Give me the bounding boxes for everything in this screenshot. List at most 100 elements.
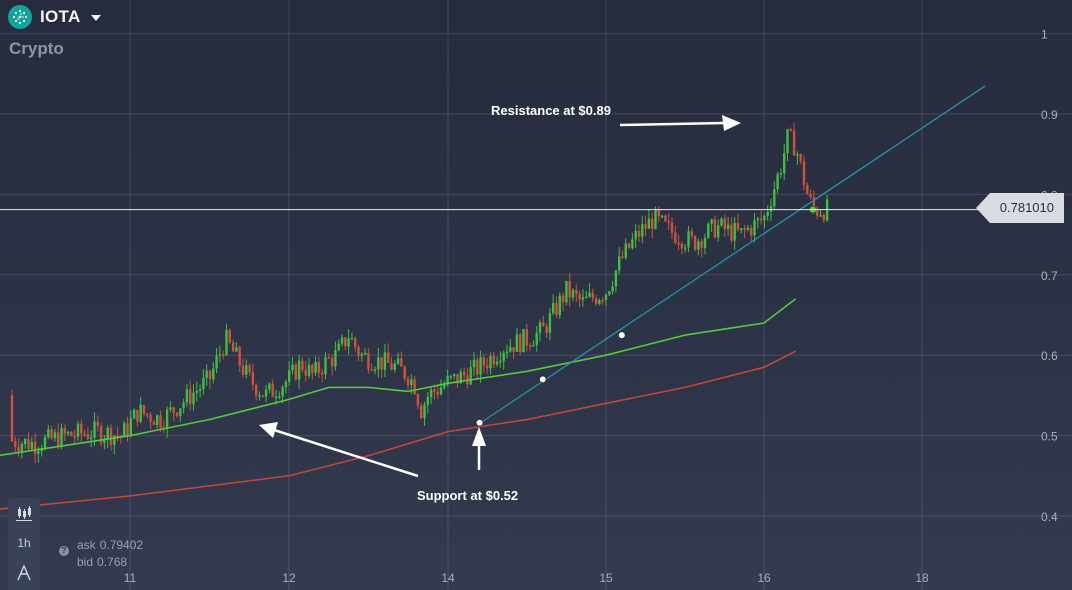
x-tick-label: 16 <box>757 571 771 585</box>
candle-body <box>618 256 621 271</box>
drawing-tools-button[interactable] <box>8 558 40 588</box>
candle-body <box>40 448 43 452</box>
candle-body <box>311 364 314 373</box>
chevron-down-icon[interactable] <box>90 15 101 21</box>
candle-body <box>693 236 697 250</box>
candle-body <box>212 368 215 380</box>
candle-body <box>608 291 611 295</box>
candle-body <box>621 256 624 258</box>
candle-body <box>314 362 317 373</box>
candle-body <box>142 404 146 414</box>
bid-value: 0.768 <box>97 555 128 569</box>
candle-body <box>70 431 73 437</box>
candle-body <box>288 370 291 382</box>
candle-body <box>215 355 218 369</box>
ask-label: ask <box>77 538 96 552</box>
candle-body <box>377 357 380 370</box>
candle-body <box>294 364 297 380</box>
candle-body <box>528 345 532 347</box>
trend-point <box>617 331 626 340</box>
candle-body <box>703 237 707 248</box>
x-tick-label: 18 <box>915 571 929 585</box>
candle-body <box>446 375 449 385</box>
candle-body <box>195 390 198 393</box>
candle-body <box>96 421 99 427</box>
candle-body <box>786 129 789 154</box>
candle-body <box>60 428 63 448</box>
candle-body <box>136 409 139 422</box>
candle-body <box>568 280 571 298</box>
candle-body <box>10 395 14 441</box>
candle-body <box>713 219 717 238</box>
candle-body <box>297 360 301 380</box>
candle-body <box>17 446 20 452</box>
candle-body <box>604 294 608 301</box>
candle-body <box>707 223 710 238</box>
trend-point <box>475 418 484 427</box>
candle-body <box>185 389 189 403</box>
candle-body <box>822 215 825 221</box>
candle-body <box>479 357 482 375</box>
candle-body <box>677 242 680 245</box>
candle-body <box>175 412 179 417</box>
candle-body <box>723 218 726 230</box>
candle-body <box>156 415 159 426</box>
candle-body <box>509 347 512 352</box>
candle-body <box>776 174 779 190</box>
y-tick-label: 0.9 <box>1041 108 1058 122</box>
candle-body <box>796 154 799 156</box>
y-tick-label: 0.4 <box>1041 510 1058 524</box>
candle-body <box>730 224 733 241</box>
candle-body <box>545 326 548 333</box>
x-tick-label: 15 <box>599 571 613 585</box>
candle-body <box>525 329 528 346</box>
candle-body <box>99 426 103 443</box>
y-axis-ticks: 0.40.50.60.70.80.91 <box>1041 28 1058 524</box>
candle-body <box>139 404 142 422</box>
candle-body <box>189 389 192 405</box>
candle-body <box>515 334 519 352</box>
support-label: Support at $0.52 <box>417 488 518 503</box>
candle-body <box>281 387 284 397</box>
candle-body <box>129 418 132 436</box>
candle-body <box>205 370 208 378</box>
asset-header[interactable]: IOTA <box>8 5 101 29</box>
help-icon[interactable]: ? <box>59 546 69 556</box>
candle-body <box>502 352 505 361</box>
candle-body <box>687 231 690 248</box>
candle-body <box>149 414 152 422</box>
candle-body <box>245 365 248 375</box>
candle-body <box>370 369 373 371</box>
candle-body <box>291 364 294 371</box>
candle-body <box>304 369 307 376</box>
trendline-line <box>479 85 986 425</box>
candle-body <box>773 189 776 207</box>
candle-body <box>86 434 90 439</box>
candle-body <box>413 379 416 395</box>
candle-body <box>321 372 324 375</box>
chart-type-button[interactable] <box>8 498 40 528</box>
candle-body <box>182 402 185 409</box>
candle-body <box>802 161 806 186</box>
candle-body <box>634 231 637 240</box>
candle-body <box>103 439 106 443</box>
candle-body <box>261 395 264 397</box>
candle-body <box>27 438 30 449</box>
candle-body <box>462 371 466 376</box>
candle-body <box>489 355 492 369</box>
candle-body <box>561 295 565 303</box>
x-tick-label: 14 <box>441 571 455 585</box>
x-axis-ticks: 11 12 14 15 16 18 <box>124 571 929 585</box>
candle-body <box>113 435 116 445</box>
candle-body <box>30 441 33 449</box>
candle-body <box>126 423 129 436</box>
candle-body <box>697 241 700 250</box>
candle-body <box>614 270 618 287</box>
candle-body <box>83 433 86 436</box>
timeframe-button[interactable]: 1h <box>17 536 31 550</box>
candle-body <box>647 218 651 229</box>
asset-name[interactable]: IOTA <box>40 7 81 26</box>
candle-body <box>654 209 657 229</box>
